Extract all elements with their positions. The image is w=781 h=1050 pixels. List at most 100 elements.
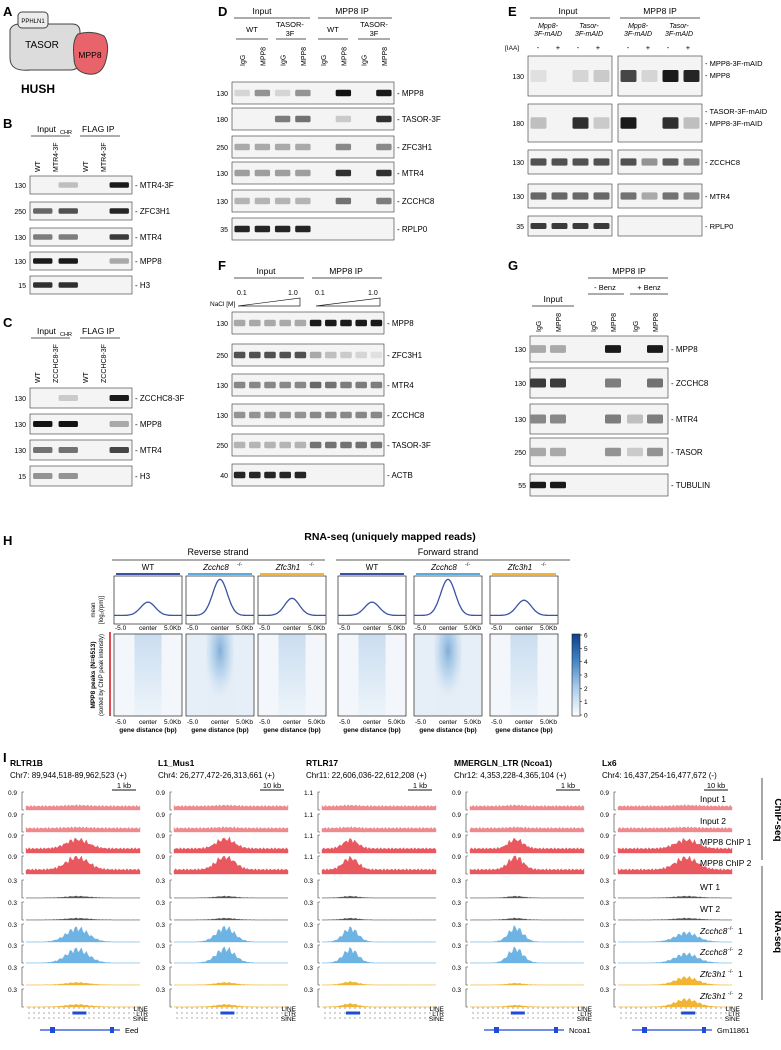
track-bracket bbox=[465, 901, 468, 921]
blot-label-f: - MPP8 bbox=[387, 319, 414, 328]
mpp8-shape bbox=[73, 31, 109, 75]
blot-f-band bbox=[325, 411, 337, 419]
track-ymax: 0.3 bbox=[156, 900, 165, 907]
track-signal bbox=[173, 925, 289, 943]
blot-label-e: - TASOR-3F-mAID bbox=[705, 107, 768, 116]
lane-label: WT bbox=[35, 160, 42, 172]
condition-label-sup: -/- bbox=[237, 562, 242, 568]
profile-xtick: -5.0 bbox=[415, 625, 427, 632]
blot-f-frame bbox=[231, 433, 385, 457]
track-bracket bbox=[169, 988, 172, 1008]
blot-d-band bbox=[234, 143, 250, 151]
blot-b-band bbox=[58, 282, 78, 288]
blot-g-band bbox=[530, 447, 546, 457]
strand-forward-label: Forward strand bbox=[418, 547, 479, 557]
blot-f-band bbox=[249, 381, 261, 389]
track-signal bbox=[321, 804, 437, 811]
track-bracket bbox=[465, 834, 468, 854]
locus-name: RTLR17 bbox=[306, 758, 338, 768]
heatmap-xtick: 5.0Kb bbox=[164, 719, 181, 726]
track-signal bbox=[617, 975, 733, 986]
track-signal bbox=[25, 895, 141, 899]
gene-name: Ncoa1 bbox=[569, 1026, 591, 1035]
blot-f-band bbox=[294, 441, 307, 449]
blot-label-f: - ZCCHC8 bbox=[387, 411, 425, 420]
blot-e-input-band bbox=[593, 192, 610, 200]
track-ymax: 0.9 bbox=[8, 854, 17, 861]
blot-d-frame bbox=[231, 81, 395, 105]
blot-mw-f: 250 bbox=[216, 443, 228, 450]
blot-f-band bbox=[370, 351, 383, 359]
heatmap-signal bbox=[134, 634, 162, 716]
iaa-sign: + bbox=[556, 43, 561, 52]
profile-xtick: center bbox=[211, 625, 230, 632]
repeat-label-sine: SINE bbox=[577, 1016, 593, 1023]
subgroup-label: Mpp8- bbox=[538, 23, 559, 30]
blot-e-input-band bbox=[572, 192, 589, 200]
repeat-label-line: LINE bbox=[430, 1006, 445, 1013]
blot-f-band bbox=[249, 319, 261, 327]
blot-f-band bbox=[294, 319, 307, 327]
blot-c-frame bbox=[29, 413, 133, 435]
scale-label: 1 kb bbox=[117, 781, 131, 790]
track-ymax: 0.3 bbox=[8, 900, 17, 907]
blot-mw-b: 15 bbox=[18, 283, 26, 290]
blot-b-frame bbox=[29, 201, 133, 221]
lane-label: IgG bbox=[281, 55, 288, 66]
blot-mw-d: 35 bbox=[220, 227, 228, 234]
blot-f-band bbox=[233, 471, 246, 479]
panel-letter-g: G bbox=[508, 258, 518, 273]
heatmap-xtick: center bbox=[515, 719, 534, 726]
blot-d-frame bbox=[231, 161, 395, 185]
track-ymax: 0.9 bbox=[156, 854, 165, 861]
blot-g-band bbox=[530, 481, 546, 489]
track-label: WT 1 bbox=[700, 882, 720, 892]
track-bracket bbox=[169, 923, 172, 943]
blot-e-ip-band bbox=[620, 192, 637, 200]
blot-g-band bbox=[530, 414, 546, 424]
track-ymax: 0.3 bbox=[304, 922, 313, 929]
track-signal bbox=[173, 804, 289, 811]
profile-box bbox=[185, 575, 255, 625]
lane-label: WT bbox=[83, 371, 90, 383]
blot-f-band bbox=[370, 381, 383, 389]
nacl-gradient-wedge bbox=[237, 297, 301, 307]
nacl-low: 0.1 bbox=[315, 290, 325, 297]
locus-coord: Chr7: 89,944,518-89,962,523 (+) bbox=[10, 771, 127, 780]
profile-xtick: center bbox=[283, 625, 302, 632]
heatmap-xtick: -5.0 bbox=[259, 719, 271, 726]
group-input-label: Input bbox=[544, 294, 564, 304]
panel-h: H RNA-seq (uniquely mapped reads) Reverse … bbox=[3, 531, 588, 734]
iaa-sign: - bbox=[627, 43, 630, 52]
track-ymax: 0.3 bbox=[156, 922, 165, 929]
track-ymax: 0.3 bbox=[304, 900, 313, 907]
blot-f-band bbox=[279, 471, 291, 479]
heatmap-xtick: 5.0Kb bbox=[388, 719, 405, 726]
blot-mw-f: 250 bbox=[216, 353, 228, 360]
track-ymax: 0.3 bbox=[8, 922, 17, 929]
gene-exon bbox=[702, 1027, 706, 1033]
blot-c-band bbox=[33, 473, 53, 479]
blot-g-band bbox=[647, 345, 663, 353]
nacl-label: NaCl [M] bbox=[210, 301, 235, 308]
track-ymax: 0.3 bbox=[156, 987, 165, 994]
blot-e-input-band bbox=[572, 158, 589, 166]
track-ymax: 0.3 bbox=[304, 987, 313, 994]
blot-label-e: - ZCCHC8 bbox=[705, 158, 740, 167]
blot-b-frame bbox=[29, 275, 133, 295]
track-signal bbox=[469, 855, 585, 875]
blot-e-input-band bbox=[593, 70, 610, 82]
track-bracket bbox=[169, 901, 172, 921]
blot-label-e: - MPP8-3F-mAID bbox=[705, 119, 763, 128]
track-ymax: 0.3 bbox=[304, 943, 313, 950]
track-ymax: 0.9 bbox=[452, 833, 461, 840]
blot-f-band bbox=[309, 411, 322, 419]
track-bracket bbox=[169, 855, 172, 875]
blot-f-band bbox=[264, 351, 276, 359]
track-signal bbox=[617, 952, 733, 964]
track-bracket bbox=[465, 813, 468, 833]
repeat-feature bbox=[510, 1011, 525, 1015]
track-ymax: 0.3 bbox=[452, 900, 461, 907]
blot-f-band bbox=[355, 319, 367, 327]
